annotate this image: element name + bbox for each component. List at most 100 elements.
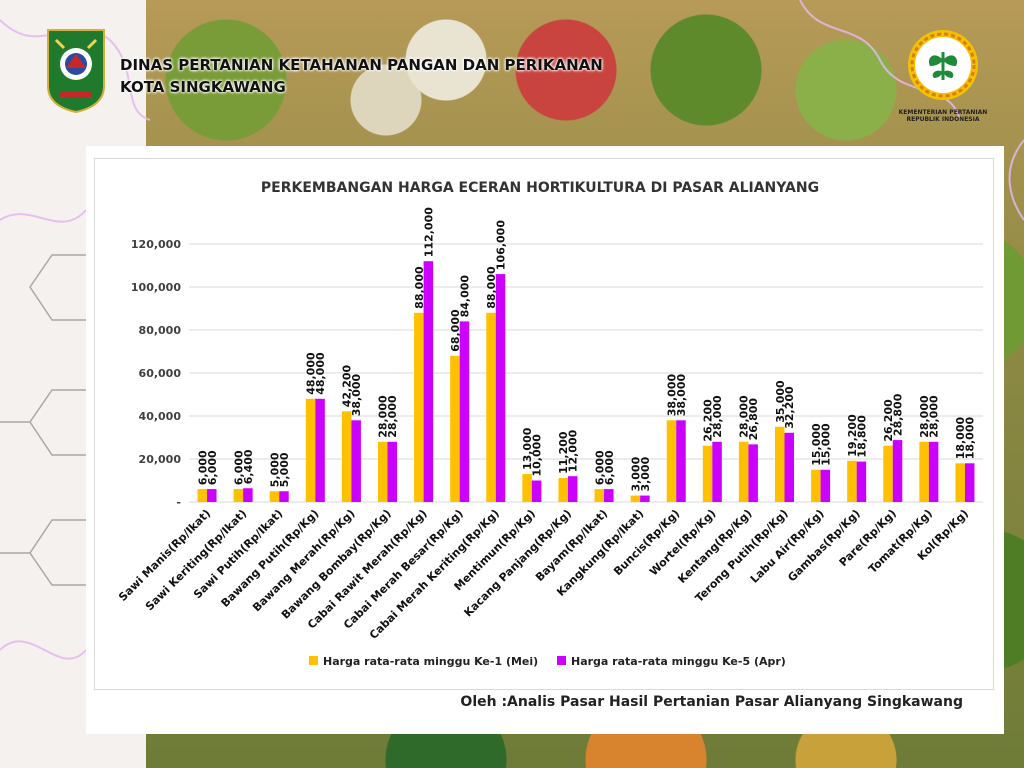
bar-week1-may (558, 477, 568, 502)
data-label: 13,000 (521, 427, 534, 470)
bar-week5-apr (567, 476, 578, 502)
bar-week1-may (233, 489, 244, 502)
y-tick-label: 20,000 (139, 453, 182, 466)
data-label: 112,000 (422, 207, 435, 257)
organization-city-line: KOTA SINGKAWANG (120, 78, 286, 96)
legend-swatch (557, 656, 566, 665)
data-label: 6,000 (603, 450, 616, 485)
chart-frame: PERKEMBANGAN HARGA ECERAN HORTIKULTURA D… (94, 158, 994, 690)
bar-week5-apr (964, 463, 975, 502)
chart-title: PERKEMBANGAN HARGA ECERAN HORTIKULTURA D… (261, 180, 819, 196)
data-label: 28,000 (918, 395, 931, 438)
data-label: 3,000 (629, 456, 642, 491)
bar-week5-apr (856, 461, 867, 502)
data-label: 6,000 (232, 450, 245, 485)
data-label: 18,800 (855, 415, 868, 458)
data-label: 26,200 (702, 399, 715, 442)
bar-week5-apr (604, 489, 614, 502)
bar-week1-may (666, 420, 677, 502)
data-label: 38,000 (665, 374, 678, 417)
bar-week1-may (305, 398, 316, 502)
data-label: 42,200 (341, 364, 354, 407)
bar-week1-may (630, 495, 641, 502)
legend-label: Harga rata-rata minggu Ke-5 (Apr) (571, 655, 786, 668)
data-label: 15,000 (810, 423, 823, 466)
y-tick-label: 40,000 (139, 410, 182, 423)
data-label: 28,000 (928, 395, 941, 438)
ministry-caption-line1: KEMENTERIAN PERTANIAN (898, 109, 988, 116)
data-label: 68,000 (449, 309, 462, 352)
bar-week5-apr (495, 274, 506, 502)
data-label: 32,200 (783, 386, 796, 429)
data-label: 88,000 (485, 266, 498, 309)
bar-week5-apr (892, 440, 903, 502)
bar-week1-may (702, 445, 713, 502)
data-label: 28,000 (377, 395, 390, 438)
data-label: 106,000 (495, 220, 508, 270)
bar-week5-apr (748, 444, 758, 502)
data-label: 18,000 (954, 417, 967, 460)
data-label: 5,000 (268, 452, 281, 487)
data-label: 18,000 (964, 417, 977, 460)
data-label: 15,000 (819, 423, 832, 466)
data-label: 6,400 (242, 449, 255, 484)
bar-week5-apr (531, 480, 542, 502)
ministry-caption-line2: REPUBLIK INDONESIA (906, 116, 980, 123)
data-label: 48,000 (314, 352, 327, 395)
bar-week1-may (775, 426, 785, 502)
data-label: 38,000 (675, 374, 688, 417)
bar-week5-apr (351, 420, 361, 502)
singkawang-city-logo (44, 26, 108, 119)
bar-week1-may (341, 411, 352, 502)
bar-week1-may (450, 355, 460, 502)
bar-week1-may (738, 441, 749, 502)
data-label: 26,800 (747, 398, 760, 441)
bar-week5-apr (279, 491, 289, 502)
bar-week1-may (522, 474, 532, 502)
bar-week1-may (197, 489, 208, 502)
y-tick-label: 120,000 (131, 238, 181, 251)
data-label: 12,000 (567, 429, 580, 472)
data-label: 28,000 (386, 395, 399, 438)
data-label: 6,000 (206, 450, 219, 485)
data-label: 28,800 (892, 393, 905, 436)
y-tick-label: - (176, 496, 181, 509)
bar-week5-apr (243, 488, 253, 502)
bar-week1-may (269, 491, 280, 502)
bar-week5-apr (712, 441, 722, 502)
y-tick-label: 80,000 (139, 324, 182, 337)
x-category-label: Wortel(Rp/Kg) (647, 507, 718, 578)
data-label: 5,000 (278, 452, 291, 487)
bar-week5-apr (387, 441, 397, 502)
bar-week1-may (378, 441, 388, 502)
bar-week1-may (414, 312, 424, 502)
data-label: 3,000 (639, 456, 652, 491)
data-label: 48,000 (305, 352, 318, 395)
data-label: 6,000 (593, 450, 606, 485)
bar-week1-may (955, 463, 965, 502)
price-bar-chart: PERKEMBANGAN HARGA ECERAN HORTIKULTURA D… (116, 180, 983, 668)
x-category-label: Cabai Merah Keriting(Rp/Kg) (367, 507, 502, 642)
bar-week1-may (811, 469, 821, 502)
data-label: 6,000 (196, 450, 209, 485)
chart-panel: PERKEMBANGAN HARGA ECERAN HORTIKULTURA D… (86, 146, 1004, 734)
bar-week5-apr (640, 495, 650, 502)
bar-week5-apr (676, 420, 686, 502)
y-tick-label: 60,000 (139, 367, 182, 380)
x-category-label: Tomat(Rp/Kg) (866, 507, 935, 576)
data-label: 26,200 (882, 399, 895, 442)
chart-credit: Oleh :Analis Pasar Hasil Pertanian Pasar… (460, 694, 963, 710)
organization-name-line: DINAS PERTANIAN KETAHANAN PANGAN DAN PER… (120, 56, 603, 74)
y-tick-label: 100,000 (131, 281, 181, 294)
bar-week5-apr (928, 441, 939, 502)
x-category-label: Buncis(Rp/Kg) (611, 507, 682, 578)
data-label: 28,000 (711, 395, 724, 438)
data-label: 19,200 (846, 414, 859, 457)
bar-week1-may (847, 460, 857, 502)
data-label: 28,000 (738, 395, 751, 438)
data-label: 38,000 (350, 374, 363, 417)
bar-week5-apr (315, 398, 325, 502)
data-label: 11,200 (557, 431, 570, 474)
bar-week5-apr (784, 432, 794, 502)
bar-week5-apr (459, 321, 470, 502)
